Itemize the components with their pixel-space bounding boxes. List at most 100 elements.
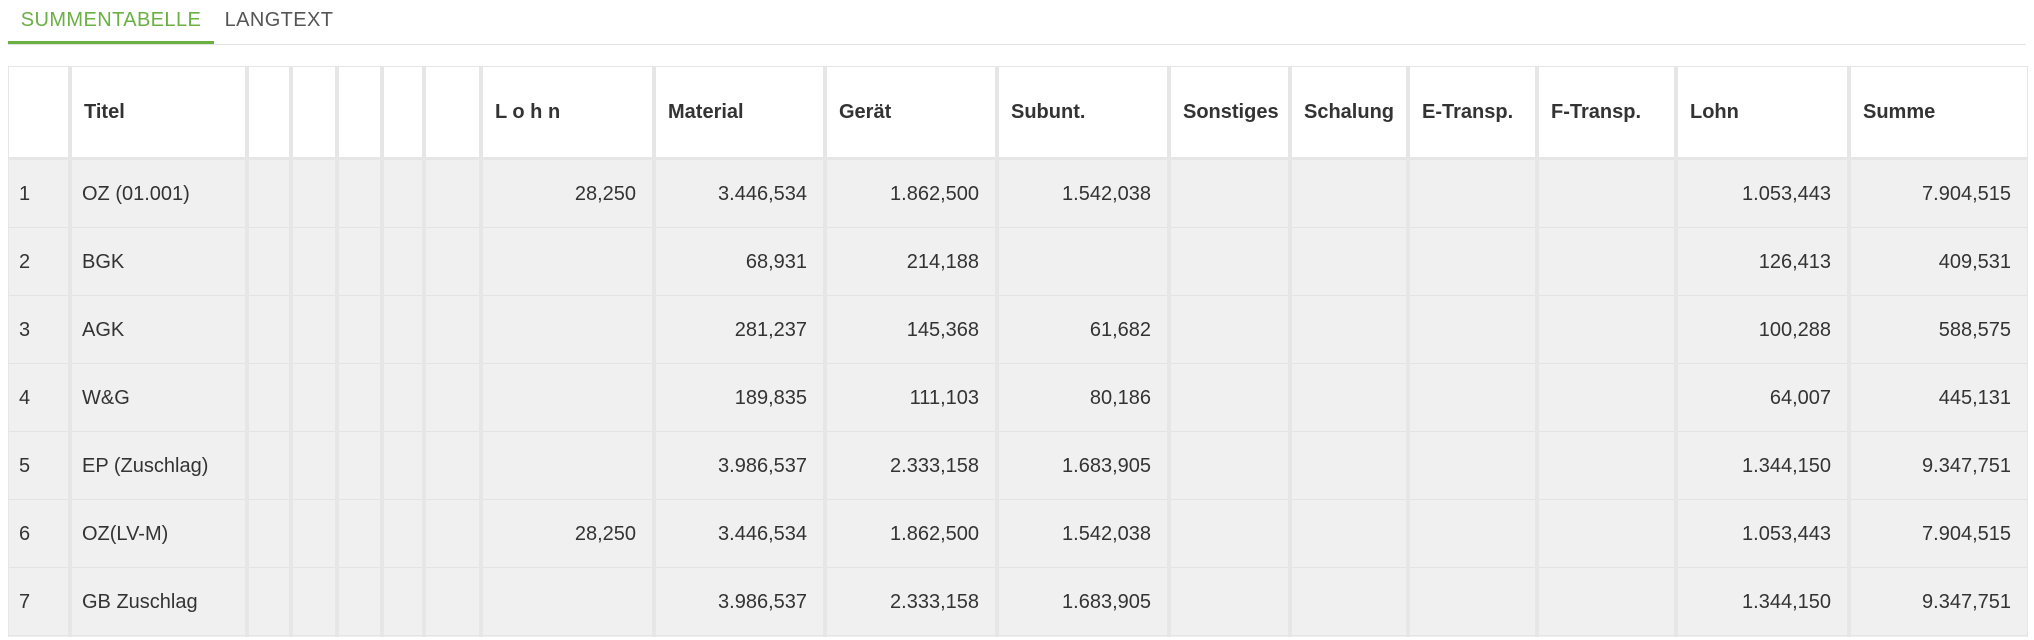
cell-summe: 445,131	[1938, 387, 2011, 409]
cell-blank-5	[426, 364, 479, 432]
column-divider[interactable]	[823, 67, 827, 637]
cell-row-number: 3	[19, 319, 31, 341]
cell-blank-5	[426, 568, 479, 636]
cell-f-transp	[1539, 364, 1674, 432]
cell-blank-3	[339, 568, 380, 636]
column-divider[interactable]	[1288, 67, 1292, 637]
cell-sonstiges	[1171, 296, 1288, 364]
cell-blank-2	[293, 160, 335, 228]
cell-blank-4	[384, 500, 422, 568]
tab-summentabelle[interactable]: SUMMENTABELLE	[8, 0, 214, 44]
cell-blank-2	[293, 228, 335, 296]
header-material[interactable]: Material	[668, 101, 744, 123]
column-divider[interactable]	[652, 67, 656, 637]
column-divider[interactable]	[995, 67, 999, 637]
cell-blank-5	[426, 160, 479, 228]
column-divider[interactable]	[1167, 67, 1171, 637]
header-subunt[interactable]: Subunt.	[1011, 101, 1086, 123]
header-titel[interactable]: Titel	[84, 101, 125, 123]
cell-blank-5	[426, 228, 479, 296]
cell-blank-5	[426, 432, 479, 500]
cell-titel: EP (Zuschlag)	[82, 455, 209, 477]
cell-lohn: 1.053,443	[1742, 183, 1831, 205]
table-row[interactable]: 7 GB Zuschlag 3.986,537 2.333,158 1.683,905 1…	[9, 568, 2027, 636]
cell-lohn: 100,288	[1758, 319, 1831, 341]
cell-geraet: 1.862,500	[890, 183, 979, 205]
column-divider[interactable]	[245, 67, 249, 637]
column-divider[interactable]	[335, 67, 339, 637]
column-divider[interactable]	[422, 67, 426, 637]
header-e-transp[interactable]: E-Transp.	[1422, 101, 1514, 123]
cell-lohn-spaced	[483, 296, 652, 364]
cell-subunt: 80,186	[1089, 387, 1151, 409]
cell-summe: 7.904,515	[1922, 523, 2011, 545]
header-row-number[interactable]	[9, 67, 68, 157]
cell-summe: 409,531	[1938, 251, 2011, 273]
cell-material: 3.986,537	[718, 591, 807, 613]
header-sonstiges[interactable]: Sonstiges	[1183, 101, 1279, 123]
header-blank-5[interactable]	[426, 67, 479, 157]
header-blank-1[interactable]	[249, 67, 289, 157]
column-divider[interactable]	[2027, 67, 2028, 637]
cell-blank-2	[293, 500, 335, 568]
cell-sonstiges	[1171, 228, 1288, 296]
table-row[interactable]: 4 W&G 189,835 111,103 80,186 64,007 445,131	[9, 364, 2027, 432]
header-blank-4[interactable]	[384, 67, 422, 157]
table-row[interactable]: 5 EP (Zuschlag) 3.986,537 2.333,158 1.683,90…	[9, 432, 2027, 500]
cell-blank-3	[339, 432, 380, 500]
header-lohn-spaced[interactable]: L o h n	[495, 101, 561, 123]
cell-row-number: 2	[19, 251, 31, 273]
table-row[interactable]: 2 BGK 68,931 214,188 126,413 409,531	[9, 228, 2027, 296]
cell-blank-4	[384, 568, 422, 636]
column-divider[interactable]	[479, 67, 483, 637]
cell-row-number: 5	[19, 455, 31, 477]
cell-e-transp	[1410, 228, 1535, 296]
cell-material: 3.446,534	[718, 183, 807, 205]
cell-titel: BGK	[82, 251, 125, 273]
cell-e-transp	[1410, 364, 1535, 432]
cell-f-transp	[1539, 432, 1674, 500]
cell-f-transp	[1539, 296, 1674, 364]
column-divider[interactable]	[1406, 67, 1410, 637]
cell-geraet: 2.333,158	[890, 591, 979, 613]
table-row[interactable]: 3 AGK 281,237 145,368 61,682 100,288 588,575	[9, 296, 2027, 364]
column-divider[interactable]	[289, 67, 293, 637]
cell-sonstiges	[1171, 568, 1288, 636]
column-divider[interactable]	[1535, 67, 1539, 637]
cell-blank-3	[339, 296, 380, 364]
header-schalung[interactable]: Schalung	[1304, 101, 1395, 123]
cell-lohn-spaced	[483, 364, 652, 432]
cell-blank-1	[249, 228, 289, 296]
cell-schalung	[1292, 500, 1406, 568]
cell-lohn: 126,413	[1758, 251, 1831, 273]
cell-blank-1	[249, 296, 289, 364]
header-blank-2[interactable]	[293, 67, 335, 157]
cell-row-number: 1	[19, 183, 31, 205]
header-f-transp[interactable]: F-Transp.	[1551, 101, 1642, 123]
cell-blank-1	[249, 568, 289, 636]
table-row[interactable]: 6 OZ(LV-M) 28,250 3.446,534 1.862,500 1.542,0…	[9, 500, 2027, 568]
column-divider[interactable]	[1847, 67, 1851, 637]
tab-langtext[interactable]: LANGTEXT	[224, 9, 334, 31]
header-geraet[interactable]: Gerät	[839, 101, 892, 123]
cell-summe: 9.347,751	[1922, 455, 2011, 477]
cell-row-number: 6	[19, 523, 31, 545]
cell-subunt	[999, 228, 1167, 296]
header-summe[interactable]: Summe	[1863, 101, 1936, 123]
cell-e-transp	[1410, 568, 1535, 636]
cell-blank-3	[339, 228, 380, 296]
cell-material: 3.986,537	[718, 455, 807, 477]
cell-blank-1	[249, 432, 289, 500]
cell-lohn-spaced	[483, 432, 652, 500]
header-blank-3[interactable]	[339, 67, 380, 157]
cell-blank-2	[293, 364, 335, 432]
column-divider[interactable]	[68, 67, 72, 637]
table-row[interactable]: 1 OZ (01.001) 28,250 3.446,534 1.862,500 1.54…	[9, 160, 2027, 228]
header-lohn[interactable]: Lohn	[1690, 101, 1739, 123]
column-divider[interactable]	[380, 67, 384, 637]
column-divider[interactable]	[1674, 67, 1678, 637]
cell-subunt: 1.542,038	[1062, 523, 1151, 545]
cell-blank-4	[384, 160, 422, 228]
cell-blank-2	[293, 296, 335, 364]
cell-blank-5	[426, 296, 479, 364]
